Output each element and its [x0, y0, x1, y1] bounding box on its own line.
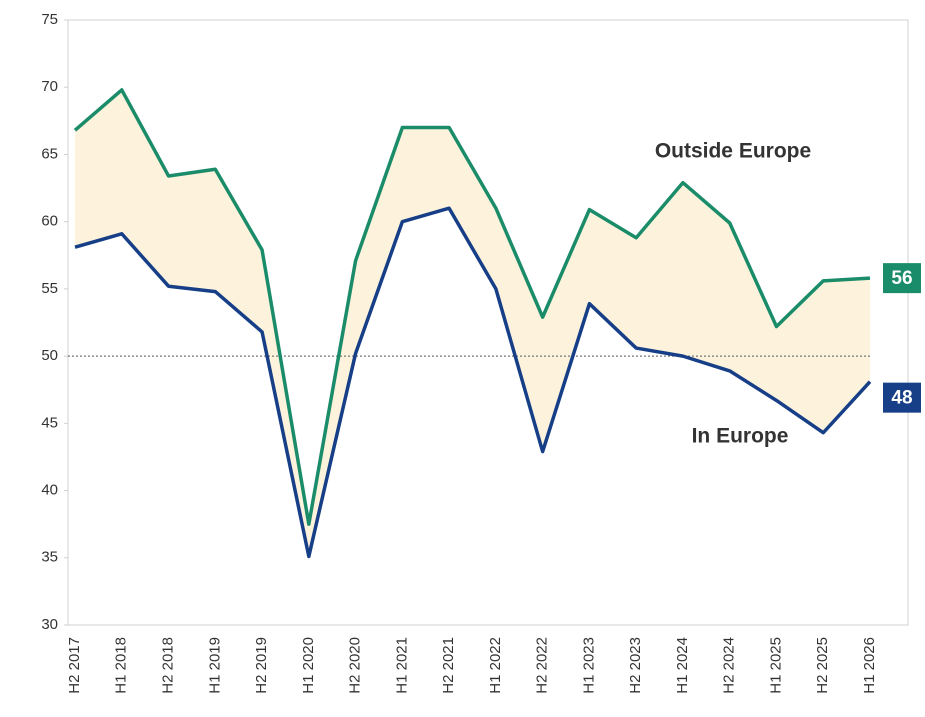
end-label: 56 — [891, 268, 912, 289]
x-tick-label: H2 2019 — [253, 637, 270, 694]
y-tick-label: 65 — [41, 145, 58, 162]
y-tick-label: 35 — [41, 549, 58, 566]
x-tick-label: H1 2019 — [206, 637, 223, 694]
end-label: 48 — [891, 388, 912, 409]
y-tick-label: 60 — [41, 213, 58, 230]
x-tick-label: H2 2022 — [534, 637, 551, 694]
y-tick-label: 70 — [41, 78, 58, 95]
x-tick-label: H2 2023 — [627, 637, 644, 694]
y-tick-label: 75 — [41, 11, 58, 28]
x-tick-label: H2 2018 — [159, 637, 176, 694]
end-label-box — [883, 263, 921, 294]
x-tick-label: H2 2017 — [66, 637, 83, 694]
x-tick-label: H1 2022 — [487, 637, 504, 694]
end-label-box — [883, 382, 921, 413]
x-tick-label: H1 2024 — [674, 637, 691, 694]
x-tick-label: H1 2025 — [767, 637, 784, 694]
y-tick-label: 45 — [41, 414, 58, 431]
series-name: In Europe — [692, 425, 789, 448]
series-name: Outside Europe — [655, 140, 811, 163]
x-tick-label: H1 2023 — [580, 637, 597, 694]
y-tick-label: 30 — [41, 616, 58, 633]
plot-frame — [67, 19, 909, 626]
series-line — [73, 88, 871, 526]
series-line — [74, 206, 872, 559]
y-tick-label: 50 — [41, 347, 58, 364]
x-tick-label: H2 2024 — [721, 637, 738, 694]
x-tick-label: H1 2026 — [861, 637, 878, 694]
y-tick-label: 55 — [41, 280, 58, 297]
band-area — [75, 89, 870, 557]
x-tick-label: H1 2018 — [113, 637, 130, 694]
x-tick-label: H2 2020 — [347, 637, 364, 694]
x-tick-label: H1 2020 — [300, 637, 317, 694]
x-tick-label: H1 2021 — [393, 637, 410, 694]
x-tick-label: H2 2021 — [440, 637, 457, 694]
x-tick-label: H2 2025 — [814, 637, 831, 694]
y-tick-label: 40 — [41, 482, 58, 499]
